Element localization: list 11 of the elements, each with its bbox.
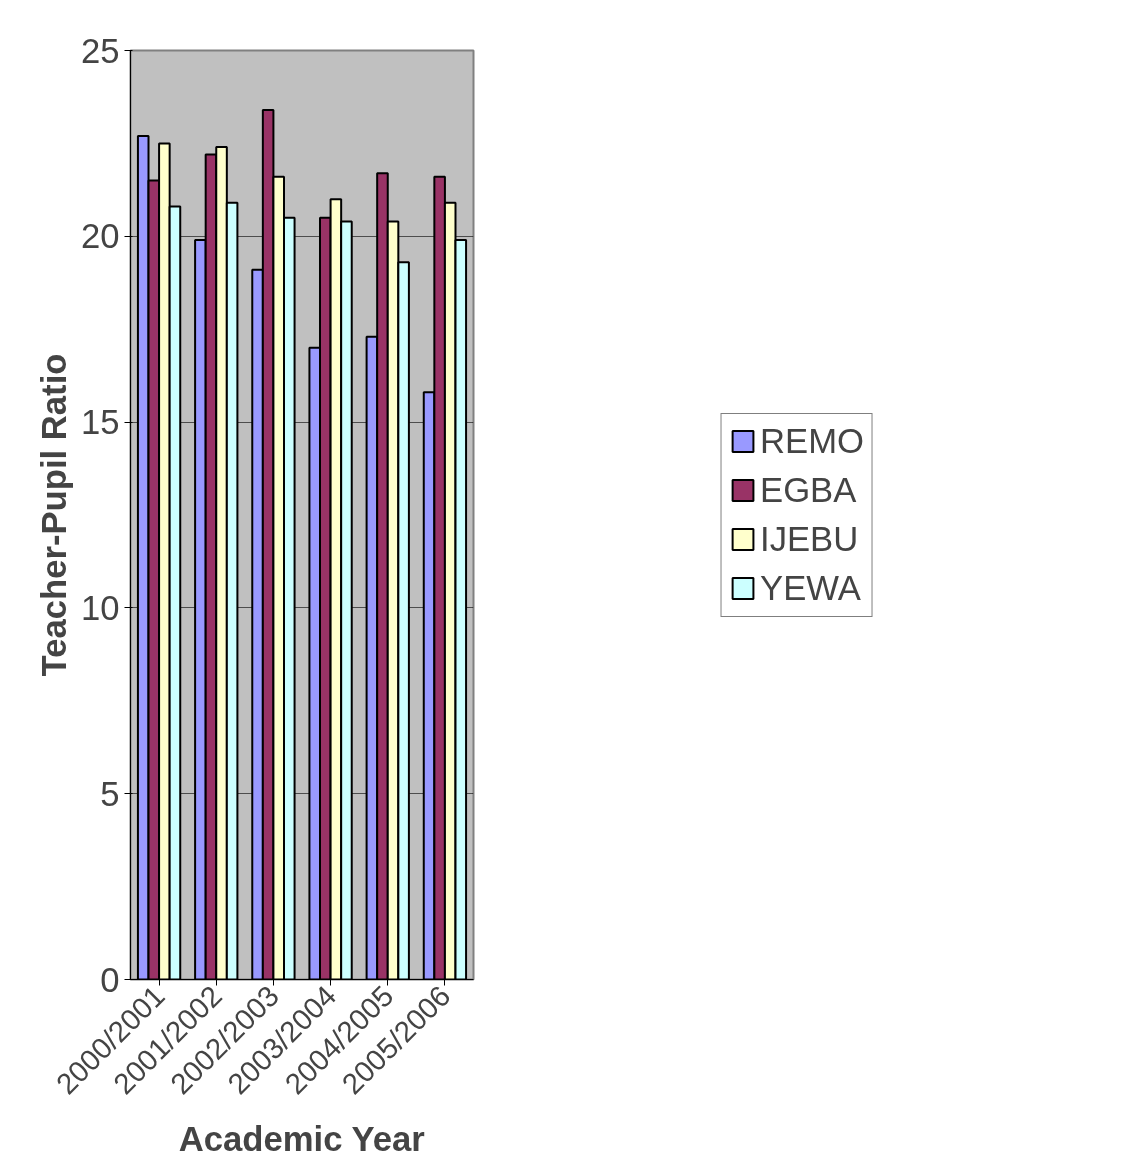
legend-label: REMO: [760, 421, 864, 461]
legend-label: IJEBU: [760, 519, 859, 559]
x-axis-title: Academic Year: [178, 1119, 425, 1158]
legend-label: YEWA: [760, 568, 861, 608]
y-tick-label: 5: [100, 774, 120, 813]
y-tick-label: 25: [80, 31, 120, 70]
y-axis-title: Teacher-Pupil Ratio: [34, 353, 73, 677]
legend-label: EGBA: [760, 470, 857, 510]
y-tick-label: 10: [80, 588, 120, 627]
y-tick-label: 15: [80, 403, 120, 442]
y-tick-label: 20: [80, 217, 120, 256]
